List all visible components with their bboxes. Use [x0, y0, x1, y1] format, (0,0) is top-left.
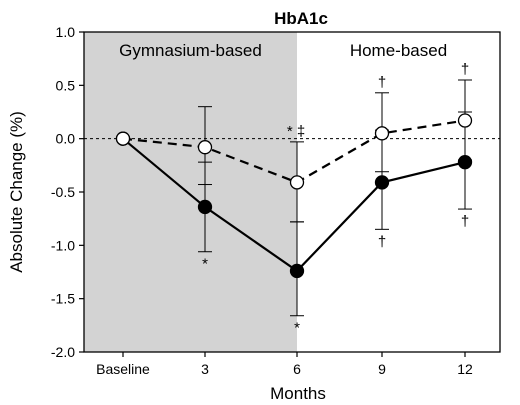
series-0-point-4	[457, 154, 473, 170]
series-0-significance-mark-3: †	[461, 213, 469, 230]
shaded-region-0	[84, 32, 297, 352]
series-1-point-1	[197, 140, 213, 155]
x-tick-label-0: Baseline	[96, 361, 150, 377]
y-tick-label-3: -0.5	[51, 184, 75, 200]
series-0-significance-mark-0: *	[202, 256, 208, 273]
region-label-0: Gymnasium-based	[119, 41, 262, 60]
x-tick-label-2: 6	[293, 361, 301, 377]
y-tick-label-5: -1.5	[51, 291, 75, 307]
series-1-significance-mark-0: * ‡	[287, 123, 305, 140]
series-1-significance-mark-1: †	[378, 74, 386, 91]
x-tick-label-4: 12	[457, 361, 473, 377]
series-1-point-3	[374, 126, 390, 141]
series-1-point-0	[115, 131, 131, 146]
y-tick-label-0: 1.0	[56, 24, 76, 40]
series-1-point-4	[457, 113, 473, 128]
series-0-significance-mark-2: †	[378, 233, 386, 250]
y-tick-label-6: -2.0	[51, 344, 75, 360]
region-label-1: Home-based	[350, 41, 447, 60]
y-tick-label-2: 0.0	[56, 131, 76, 147]
series-0-point-2	[289, 263, 305, 279]
x-tick-label-3: 9	[378, 361, 386, 377]
x-axis-title: Months	[270, 384, 326, 403]
chart-title: HbA1c	[274, 9, 328, 28]
series-0-point-3	[374, 175, 390, 190]
series-1-significance-mark-2: †	[461, 61, 469, 78]
y-tick-label-1: 0.5	[56, 77, 76, 93]
y-tick-label-4: -1.0	[51, 237, 75, 253]
series-0-significance-mark-1: *	[294, 320, 300, 337]
x-tick-label-1: 3	[201, 361, 209, 377]
series-1-point-2	[289, 175, 305, 190]
y-axis-title: Absolute Change (%)	[7, 111, 26, 273]
series-0-point-1	[197, 199, 213, 215]
plot-area: Gymnasium-based Home-based 1.0 0.5 0.0 -0.5 -1…	[51, 24, 501, 377]
